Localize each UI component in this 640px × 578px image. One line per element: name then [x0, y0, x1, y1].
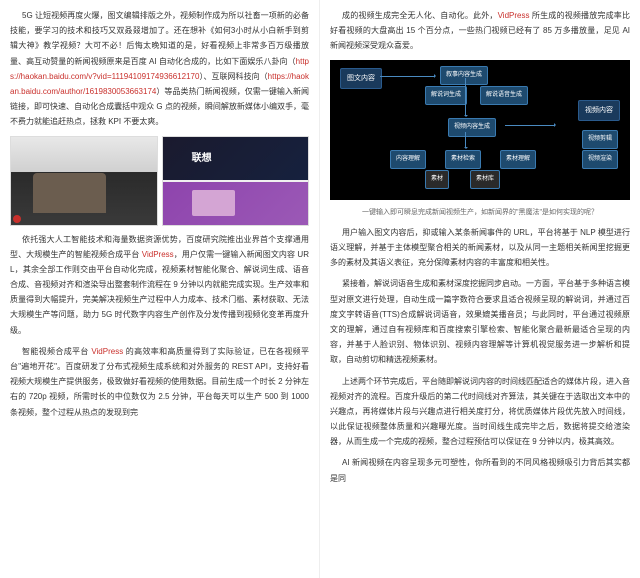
para-r2: 用户输入图文内容后，抑或输入某条新闻事件的 URL，平台将基于 NLP 模型进行… [330, 225, 630, 271]
dg-edit: 视频剪辑 [582, 130, 618, 149]
screenshot-lenovo [163, 137, 309, 180]
diagram-caption: 一键输入即可瞬息完成新闻视频生产，如新闻界的"黑魔法"是如何实现的呢？ [330, 206, 630, 219]
text: ，用户仅需一键输入新闻图文内容 URL，其余全部工作则交由平台自动化完成，视频素… [10, 250, 309, 335]
screenshot-gallery [10, 136, 309, 226]
para-2: 依托强大人工智能技术和海量数据资源优势，百度研究院推出业界首个支撑通用型、大规模… [10, 232, 309, 338]
dg-search: 素材检索 [445, 150, 481, 169]
vidpress-link-1[interactable]: VidPress [142, 250, 174, 259]
dg-render: 视频渲染 [582, 150, 618, 169]
text: ）、互联网科技向（ [199, 72, 267, 81]
arrow [505, 125, 555, 126]
para-r3: 紧接着，解说词语音生成和素材深度挖掘同步启动。一方面，平台基于多种语言模型对原文… [330, 276, 630, 367]
right-column: 成的视频生成完全无人化、自动化。此外，VidPress 所生成的视频播放完成率比… [320, 0, 640, 578]
dg-voice: 解说语音生成 [480, 86, 528, 105]
screenshot-purple [163, 182, 309, 225]
vidpress-link-2[interactable]: VidPress [91, 347, 123, 356]
architecture-diagram: 图文内容 叙事内容生成 解说词生成 解说语音生成 视频内容生成 内容理解 素材检… [330, 60, 630, 200]
dg-input: 图文内容 [340, 68, 382, 89]
dg-sucai2: 素材库 [470, 170, 500, 189]
dg-understand: 内容理解 [390, 150, 426, 169]
dg-material: 素材理解 [500, 150, 536, 169]
arrow [380, 76, 435, 77]
dg-video-gen: 视频内容生成 [448, 118, 496, 137]
text: 的高效率和高质量得到了实际验证，已在各视频平台"遍地开花"。百度研发了分布式视频… [10, 347, 309, 417]
left-column: 5G 让短视频再度火爆，图文编辑排版之外，视频制作成为所以社畜一项新的必备技能，… [0, 0, 320, 578]
dg-output-label: 视频内容 [578, 100, 620, 121]
screenshot-tech-video [162, 136, 310, 226]
text: 成的视频生成完全无人化、自动化。此外， [342, 11, 498, 20]
text: 5G 让短视频再度火爆，图文编辑排版之外，视频制作成为所以社畜一项新的必备技能，… [10, 11, 309, 66]
dg-sucai: 素材 [425, 170, 449, 189]
para-r1: 成的视频生成完全无人化、自动化。此外，VidPress 所生成的视频播放完成率比… [330, 8, 630, 54]
para-3: 智能视频合成平台 VidPress 的高效率和高质量得到了实际验证，已在各视频平… [10, 344, 309, 420]
vidpress-link-3[interactable]: VidPress [498, 11, 530, 20]
para-r4: 上述两个环节完成后，平台随即解说词内容的时间线匹配适合的媒体片段，进入音视频对齐… [330, 374, 630, 450]
para-r5: AI 新闻视频在内容呈现多元可塑性，你所看到的不同风格视频吸引力背后其实都是同 [330, 455, 630, 485]
screenshot-news-video [10, 136, 158, 226]
arrow [465, 132, 466, 148]
text: 智能视频合成平台 [22, 347, 91, 356]
dg-narrative: 叙事内容生成 [440, 66, 488, 85]
dg-script: 解说词生成 [425, 86, 467, 105]
arrow [465, 78, 466, 116]
para-1: 5G 让短视频再度火爆，图文编辑排版之外，视频制作成为所以社畜一项新的必备技能，… [10, 8, 309, 130]
